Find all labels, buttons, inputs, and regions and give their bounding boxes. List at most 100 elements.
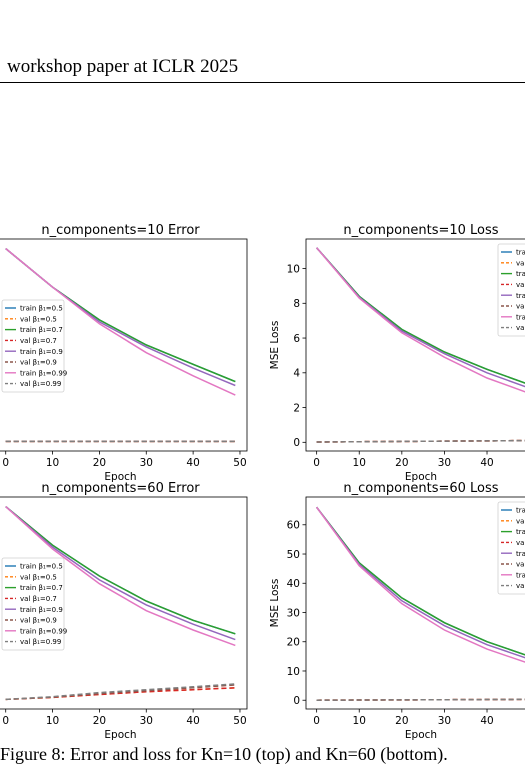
y-axis-label: MSE Loss	[269, 321, 281, 370]
legend-label: val β₁=0.7	[516, 281, 525, 289]
x-tick-label: 0	[313, 457, 320, 469]
legend-label: val β₁=0.5	[516, 517, 525, 525]
chart-n10-loss: n_components=10 Loss 0 10 20 30 40 0 2 4 6 8 10 Epoc…	[269, 223, 525, 483]
legend-label: val β₁=0.9	[20, 359, 57, 367]
legend-label: val β₁=0.9	[516, 303, 525, 311]
legend-label: val β₁=0.5	[516, 259, 525, 267]
legend-label: train β₁=0.99	[516, 571, 525, 579]
x-tick-label: 0	[2, 715, 9, 727]
y-tick-label: 20	[287, 637, 300, 649]
y-tick-label: 30	[287, 607, 300, 619]
legend-label: train β₁=0.9	[516, 292, 525, 300]
series-line	[316, 247, 525, 388]
legend-box	[497, 501, 525, 595]
x-tick-label: 20	[395, 715, 408, 727]
series-line	[5, 687, 236, 701]
x-tick-label: 20	[93, 715, 106, 727]
chart-n10-error: n_components=10 Error 0 10 20 30 40 50 Epoch tra…	[0, 223, 248, 483]
figure-caption: Figure 8: Error and loss for Kn=10 (top)…	[0, 744, 448, 764]
legend-label: val β₁=0.7	[516, 539, 525, 547]
x-tick-label: 10	[353, 715, 366, 727]
plot-frame	[305, 496, 525, 710]
x-tick-label: 50	[233, 715, 246, 727]
legend-label: val β₁=0.7	[20, 595, 57, 603]
x-tick-label: 0	[313, 715, 320, 727]
legend-label: train β₁=0.5	[20, 563, 63, 571]
series-line	[5, 506, 236, 641]
x-axis-label: Epoch	[405, 471, 437, 483]
x-tick-label: 10	[46, 457, 59, 469]
legend-label: train β₁=0.7	[20, 584, 63, 592]
y-tick-label: 60	[287, 520, 300, 532]
x-tick-label: 30	[438, 715, 451, 727]
x-tick-label: 20	[395, 457, 408, 469]
legend-label: val β₁=0.5	[20, 315, 57, 323]
legend-label: train β₁=0.99	[516, 313, 525, 321]
chart-title: n_components=60 Error	[41, 481, 200, 496]
legend-label: val β₁=0.9	[516, 561, 525, 569]
legend-label: val β₁=0.99	[516, 582, 525, 590]
x-tick-label: 20	[93, 457, 106, 469]
x-tick-label: 50	[233, 457, 246, 469]
x-tick-label: 40	[480, 457, 493, 469]
legend-label: train β₁=0.5	[516, 249, 525, 257]
legend-label: val β₁=0.7	[20, 337, 57, 345]
page-header: workshop paper at ICLR 2025	[0, 52, 525, 83]
legend-label: val β₁=0.99	[516, 324, 525, 332]
x-tick-label: 10	[46, 715, 59, 727]
y-tick-label: 2	[293, 402, 300, 414]
legend-label: train β₁=0.99	[20, 627, 67, 635]
series-line	[5, 506, 236, 635]
chart-title: n_components=10 Error	[41, 223, 200, 238]
legend-label: val β₁=0.99	[20, 638, 61, 646]
y-tick-label: 0	[293, 437, 300, 449]
plot-frame	[0, 496, 248, 710]
legend-box	[1, 299, 65, 393]
x-axis-label: Epoch	[405, 729, 437, 741]
legend-label: train β₁=0.5	[20, 305, 63, 313]
plot-frame	[305, 238, 525, 452]
series-line	[316, 506, 525, 656]
series-line	[316, 247, 525, 384]
legend-label: train β₁=0.9	[516, 550, 525, 558]
legend-label: train β₁=0.9	[20, 606, 63, 614]
y-tick-label: 8	[293, 298, 300, 310]
y-tick-label: 10	[287, 263, 300, 275]
x-tick-label: 40	[480, 715, 493, 727]
y-tick-label: 50	[287, 549, 300, 561]
legend-label: val β₁=0.5	[20, 573, 57, 581]
chart-n60-loss: n_components=60 Loss 0 10 20 30 40 0 10 20 30 40 50…	[269, 481, 525, 741]
series-line	[316, 698, 525, 701]
series-line	[5, 684, 236, 701]
legend-box	[497, 243, 525, 337]
legend-label: val β₁=0.9	[20, 617, 57, 625]
legend-label: train β₁=0.5	[516, 507, 525, 515]
x-tick-label: 10	[353, 457, 366, 469]
legend-box	[1, 557, 65, 651]
series-line	[316, 439, 525, 443]
series-line	[315, 506, 525, 663]
y-tick-label: 4	[293, 368, 300, 380]
series-line	[316, 506, 525, 656]
x-tick-label: 30	[438, 457, 451, 469]
series-line	[5, 683, 236, 701]
running-header-text: workshop paper at ICLR 2025	[7, 56, 239, 77]
x-axis-label: Epoch	[104, 471, 136, 483]
chart-title: n_components=10 Loss	[343, 223, 498, 238]
legend-label: train β₁=0.99	[20, 369, 67, 377]
x-tick-label: 30	[140, 457, 153, 469]
series-line	[5, 248, 236, 396]
x-axis-label: Epoch	[104, 729, 136, 741]
plot-frame	[0, 238, 248, 452]
y-tick-label: 6	[293, 333, 300, 345]
legend-label: train β₁=0.7	[516, 528, 525, 536]
series-line	[315, 506, 525, 659]
y-tick-label: 40	[287, 578, 300, 590]
series-line	[316, 247, 525, 393]
x-tick-label: 0	[2, 457, 9, 469]
y-tick-label: 10	[287, 666, 300, 678]
x-tick-label: 40	[186, 715, 199, 727]
legend-label: train β₁=0.7	[516, 270, 525, 278]
series-line	[5, 506, 236, 647]
chart-n60-error: n_components=60 Error 0 10 20 30 40 50 Epoch tra…	[0, 481, 248, 741]
